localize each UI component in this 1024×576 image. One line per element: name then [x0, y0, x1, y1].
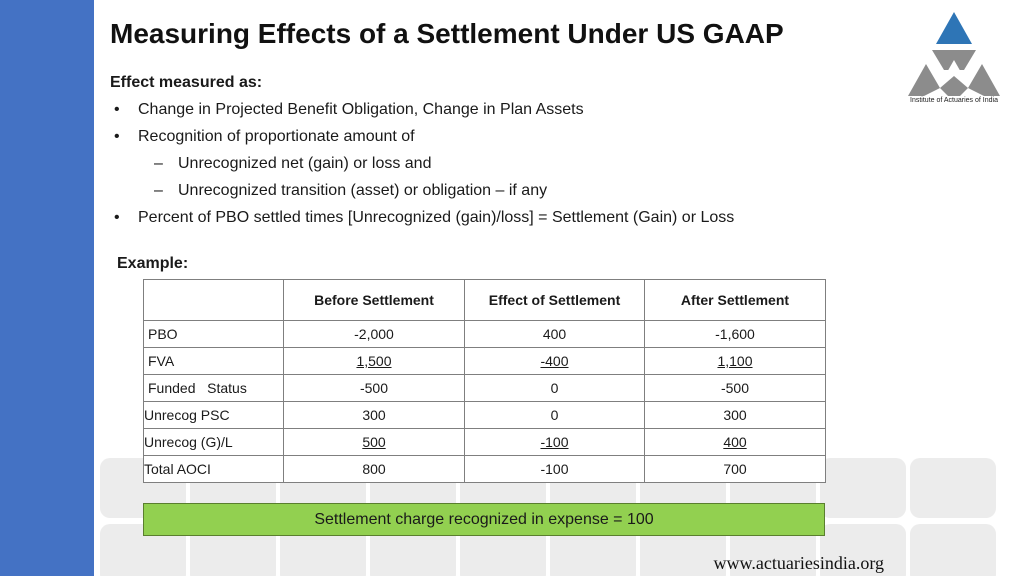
row-label: PBO: [143, 320, 284, 348]
example-label: Example:: [117, 255, 189, 272]
slide-title: Measuring Effects of a Settlement Under …: [110, 18, 784, 49]
bullet-dot-icon: •: [114, 101, 120, 118]
bullet-item: • Percent of PBO settled times [Unrecogn…: [110, 209, 890, 236]
effect-settlement-cell: 400: [464, 320, 645, 348]
settlement-example-table: Before Settlement Effect of Settlement A…: [143, 279, 826, 483]
table-header-cell: Effect of Settlement: [464, 279, 645, 321]
row-label: Unrecog PSC: [143, 401, 284, 429]
table-header-cell: Before Settlement: [283, 279, 465, 321]
dash-icon: –: [154, 155, 163, 172]
after-settlement-cell: -500: [644, 374, 826, 402]
cell-value: -400: [540, 353, 569, 369]
after-settlement-cell: 700: [644, 455, 826, 483]
table-row: Funded Status -500 0 -500: [143, 374, 826, 402]
row-label: Funded Status: [143, 374, 284, 402]
before-settlement-cell: -500: [283, 374, 465, 402]
logo-caption: Institute of Actuaries of India: [910, 97, 998, 104]
before-settlement-cell: 500: [283, 428, 465, 456]
table-row: Unrecog (G)/L 500 -100 400: [143, 428, 826, 456]
sub-bullet-text: Unrecognized net (gain) or loss and: [178, 155, 432, 172]
table-header-cell: After Settlement: [644, 279, 826, 321]
sub-bullet-item: – Unrecognized net (gain) or loss and: [110, 155, 890, 182]
effect-settlement-cell: -100: [464, 428, 645, 456]
before-settlement-cell: 800: [283, 455, 465, 483]
table-row: FVA 1,500 -400 1,100: [143, 347, 826, 375]
table-row: Unrecog PSC 300 0 300: [143, 401, 826, 429]
effect-subheading: Effect measured as:: [110, 74, 263, 91]
effect-settlement-cell: -400: [464, 347, 645, 375]
bullet-dot-icon: •: [114, 209, 120, 226]
bullet-item: • Change in Projected Benefit Obligation…: [110, 101, 890, 128]
row-label: Unrecog (G)/L: [143, 428, 284, 456]
table-row: Total AOCI 800 -100 700: [143, 455, 826, 483]
before-settlement-cell: 1,500: [283, 347, 465, 375]
sub-bullet-text: Unrecognized transition (asset) or oblig…: [178, 182, 548, 199]
dash-icon: –: [154, 182, 163, 199]
row-label: FVA: [143, 347, 284, 375]
cell-value: 500: [362, 434, 386, 450]
bullet-text: Percent of PBO settled times [Unrecogniz…: [138, 209, 735, 226]
effect-settlement-cell: 0: [464, 374, 645, 402]
before-settlement-cell: 300: [283, 401, 465, 429]
institute-logo-icon: [908, 12, 1000, 96]
left-accent-bar: [0, 0, 94, 576]
after-settlement-cell: 1,100: [644, 347, 826, 375]
after-settlement-cell: 300: [644, 401, 826, 429]
bullet-item: • Recognition of proportionate amount of: [110, 128, 890, 155]
cell-value: 1,100: [717, 353, 753, 369]
before-settlement-cell: -2,000: [283, 320, 465, 348]
sub-bullet-item: – Unrecognized transition (asset) or obl…: [110, 182, 890, 209]
row-label: Total AOCI: [143, 455, 284, 483]
bullet-text: Recognition of proportionate amount of: [138, 128, 415, 145]
cell-value: -100: [540, 434, 569, 450]
settlement-charge-summary: Settlement charge recognized in expense …: [143, 503, 825, 536]
after-settlement-cell: 400: [644, 428, 826, 456]
website-url: www.actuariesindia.org: [713, 553, 884, 573]
after-settlement-cell: -1,600: [644, 320, 826, 348]
cell-value: 400: [723, 434, 747, 450]
bullet-dot-icon: •: [114, 128, 120, 145]
slide-content: Effect measured as: • Change in Projecte…: [110, 74, 890, 236]
bullet-text: Change in Projected Benefit Obligation, …: [138, 101, 584, 118]
table-header-row: Before Settlement Effect of Settlement A…: [143, 279, 826, 321]
cell-value: 1,500: [356, 353, 392, 369]
effect-settlement-cell: 0: [464, 401, 645, 429]
effect-settlement-cell: -100: [464, 455, 645, 483]
table-row: PBO -2,000 400 -1,600: [143, 320, 826, 348]
table-header-cell: [143, 279, 284, 321]
